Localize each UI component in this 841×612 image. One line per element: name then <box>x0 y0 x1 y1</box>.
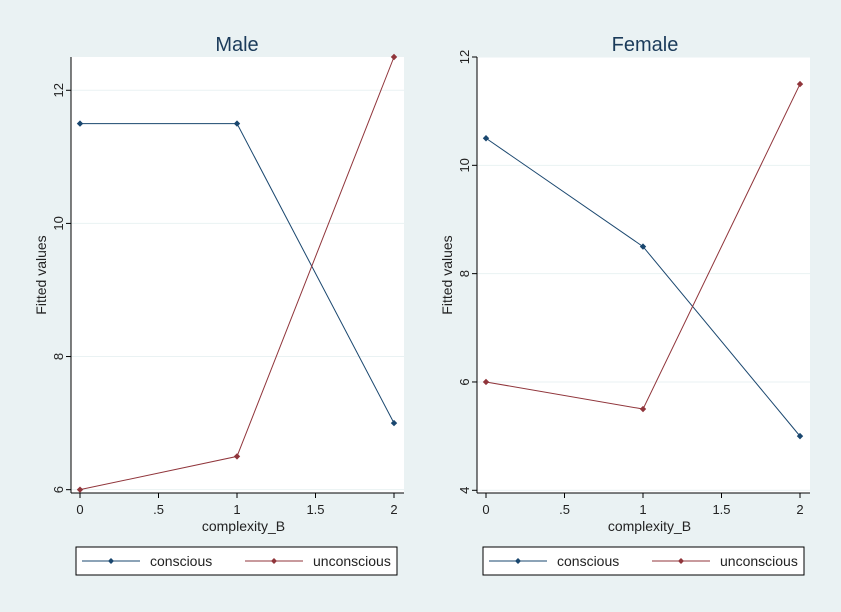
plot-area <box>477 57 810 493</box>
data-point-unconscious <box>390 53 398 61</box>
legend-marker-conscious <box>108 558 114 564</box>
y-tick-label: 10 <box>51 216 66 230</box>
y-tick-label: 8 <box>51 353 66 360</box>
plot-area <box>71 57 404 493</box>
data-point-conscious <box>482 135 490 142</box>
y-tick-label: 6 <box>457 378 472 385</box>
data-point-conscious <box>639 243 647 250</box>
y-tick-label: 4 <box>457 487 472 494</box>
data-point-unconscious <box>233 453 241 460</box>
data-point-conscious <box>390 419 398 427</box>
x-tick-label: 1 <box>233 502 240 517</box>
data-point-conscious <box>76 120 84 127</box>
legend-label-conscious: conscious <box>150 553 212 569</box>
x-tick-label: .5 <box>559 502 570 517</box>
legend-label-conscious: conscious <box>557 553 619 569</box>
y-tick-label: 10 <box>457 158 472 172</box>
x-tick-label: 0 <box>482 502 489 517</box>
x-axis-label: complexity_B <box>202 518 285 534</box>
chart-title: Male <box>215 34 258 56</box>
x-tick-label: 2 <box>390 502 397 517</box>
y-axis-label: Fitted values <box>33 235 49 314</box>
x-tick-label: .5 <box>153 502 164 517</box>
y-tick-label: 8 <box>457 270 472 277</box>
data-point-unconscious <box>796 80 804 88</box>
legend-label-unconscious: unconscious <box>720 553 798 569</box>
data-point-unconscious <box>482 378 490 386</box>
y-tick-label: 12 <box>457 50 472 64</box>
legend-label-unconscious: unconscious <box>313 553 391 569</box>
x-tick-label: 0 <box>76 502 83 517</box>
y-tick-label: 6 <box>51 486 66 493</box>
legend-marker-unconscious <box>271 558 277 564</box>
x-axis-label: complexity_B <box>608 518 691 534</box>
chart-panel-1: 6 8 10 12 0 .5 1 1.5 2 Male complexity_B Fitted val… <box>33 34 404 576</box>
y-axis-label: Fitted values <box>439 235 455 314</box>
legend-marker-conscious <box>515 558 521 564</box>
data-point-unconscious <box>76 486 84 493</box>
data-point-conscious <box>233 120 241 127</box>
data-point-unconscious <box>639 405 647 413</box>
legend-marker-unconscious <box>678 558 684 564</box>
chart-title: Female <box>612 34 679 56</box>
y-tick-label: 12 <box>51 83 66 97</box>
data-point-conscious <box>796 432 804 440</box>
x-tick-label: 1 <box>639 502 646 517</box>
x-tick-label: 2 <box>796 502 803 517</box>
x-tick-label: 1.5 <box>306 502 324 517</box>
chart-panel-2: 4 6 8 10 12 0 .5 1 1.5 2 Female complexity_B Fitted … <box>439 34 810 576</box>
x-tick-label: 1.5 <box>712 502 730 517</box>
